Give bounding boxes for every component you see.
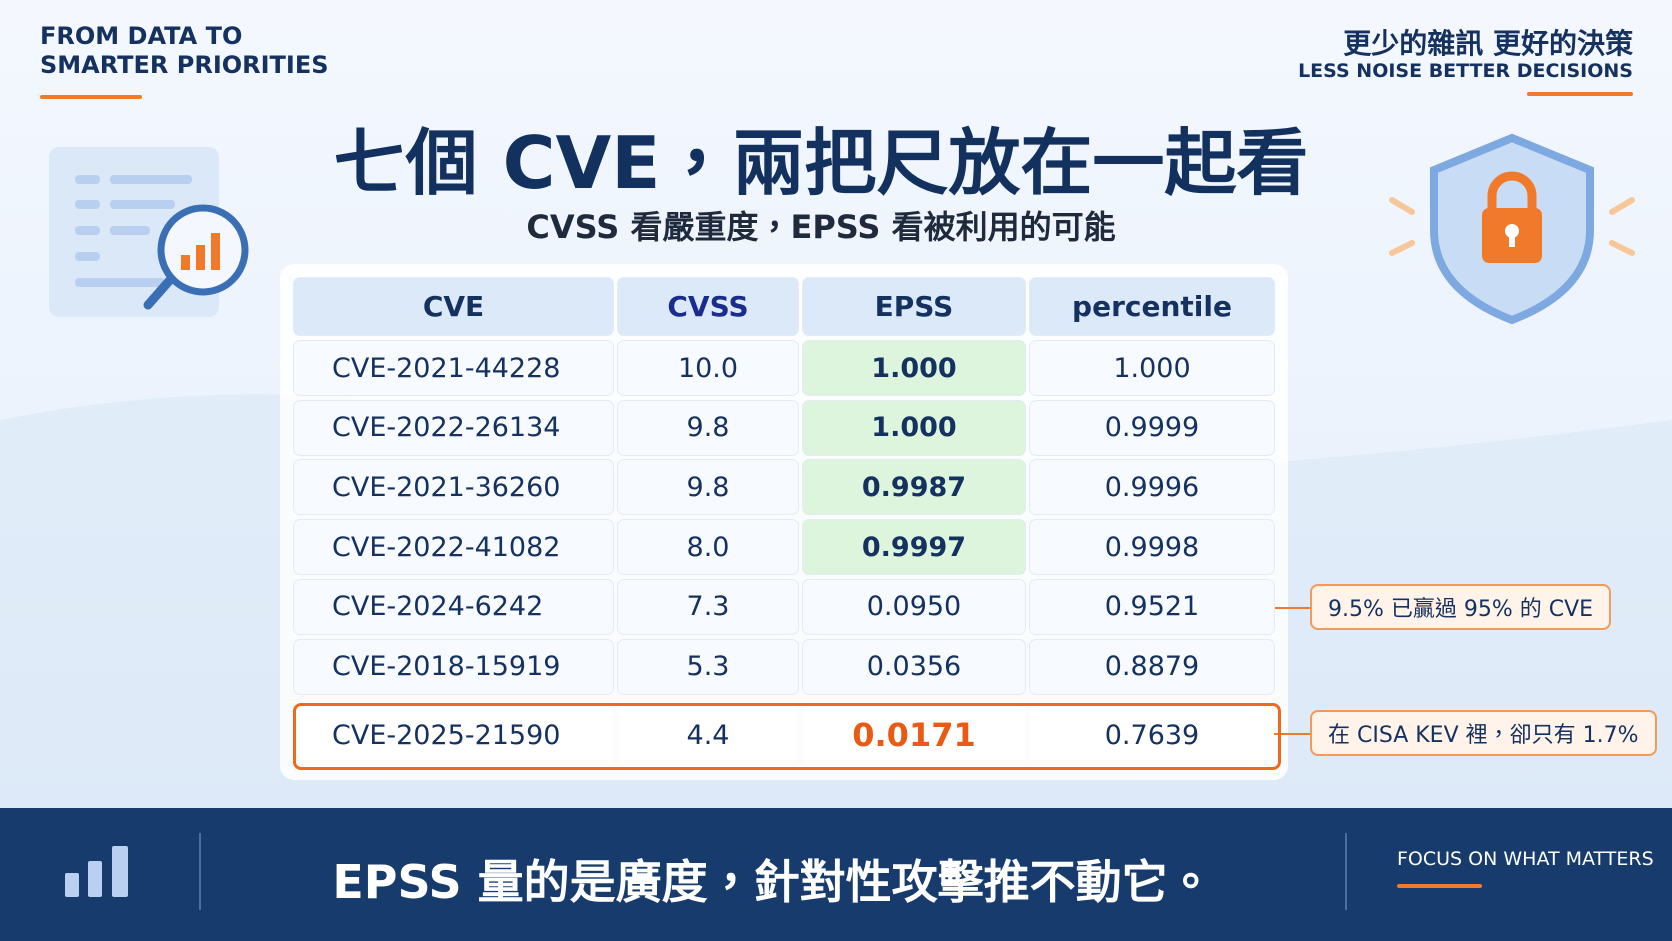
table-cell: 9.8 <box>618 460 798 515</box>
cve-id: CVE-2022-26134 <box>294 400 613 455</box>
column-header: EPSS <box>803 278 1025 335</box>
column-header: percentile <box>1030 278 1274 335</box>
row-highlight <box>293 703 1281 770</box>
table-cell: 1.000 <box>803 400 1025 455</box>
cve-id: CVE-2018-15919 <box>294 639 613 694</box>
accent-line <box>40 95 142 99</box>
column-header: CVE <box>294 278 613 335</box>
subtitle: CVSS 看嚴重度，EPSS 看被利用的可能 <box>526 208 1116 246</box>
table-cell: 4.4 <box>618 706 798 764</box>
table-cell: 1.000 <box>803 341 1025 395</box>
footer-tag: FOCUS ON WHAT MATTERS <box>1397 848 1654 870</box>
tagline-en: LESS NOISE BETTER DECISIONS <box>1298 60 1633 82</box>
table-cell: 0.8879 <box>1030 639 1274 694</box>
report-icon <box>49 147 249 317</box>
column-header: CVSS <box>618 278 798 335</box>
title: 七個 CVE，兩把尺放在一起看 <box>333 121 1309 205</box>
tagline-line: FROM DATA TO <box>40 22 243 50</box>
shield-icon <box>1389 133 1635 325</box>
table-cell: 0.0950 <box>803 579 1025 634</box>
table-cell: 0.9998 <box>1030 520 1274 575</box>
table-cell: 5.3 <box>618 639 798 694</box>
accent-line <box>1397 884 1482 888</box>
table-cell: 0.9996 <box>1030 460 1274 515</box>
table-cell: 9.8 <box>618 400 798 455</box>
table-cell: 1.000 <box>1030 341 1274 395</box>
table-cell: 7.3 <box>618 579 798 634</box>
accent-line <box>1527 92 1633 96</box>
table-cell: 0.0356 <box>803 639 1025 694</box>
annotation: 9.5% 已贏過 95% 的 CVE <box>1310 584 1612 630</box>
footer-message: EPSS 量的是廣度，針對性攻擊推不動它。 <box>332 855 1214 909</box>
cve-id: CVE-2021-44228 <box>294 341 613 395</box>
cve-id: CVE-2025-21590 <box>294 706 613 764</box>
cve-id: CVE-2022-41082 <box>294 520 613 575</box>
table-cell: 0.0171 <box>803 706 1025 764</box>
table-cell: 0.9997 <box>803 520 1025 575</box>
table-cell: 0.9999 <box>1030 400 1274 455</box>
tagline-zh: 更少的雜訊 更好的決策 <box>1343 27 1633 60</box>
cve-id: CVE-2024-6242 <box>294 579 613 634</box>
table-cell: 10.0 <box>618 341 798 395</box>
footer-band <box>0 808 1672 941</box>
table-cell: 0.9987 <box>803 460 1025 515</box>
tagline-line: SMARTER PRIORITIES <box>40 51 329 79</box>
annotation: 在 CISA KEV 裡，卻只有 1.7% <box>1310 710 1657 756</box>
table-cell: 8.0 <box>618 520 798 575</box>
table-cell: 0.9521 <box>1030 579 1274 634</box>
chart-icon <box>65 846 128 897</box>
cve-id: CVE-2021-36260 <box>294 460 613 515</box>
table-cell: 0.7639 <box>1030 706 1274 764</box>
tagline: FROM DATA TO SMARTER PRIORITIES <box>40 22 329 80</box>
